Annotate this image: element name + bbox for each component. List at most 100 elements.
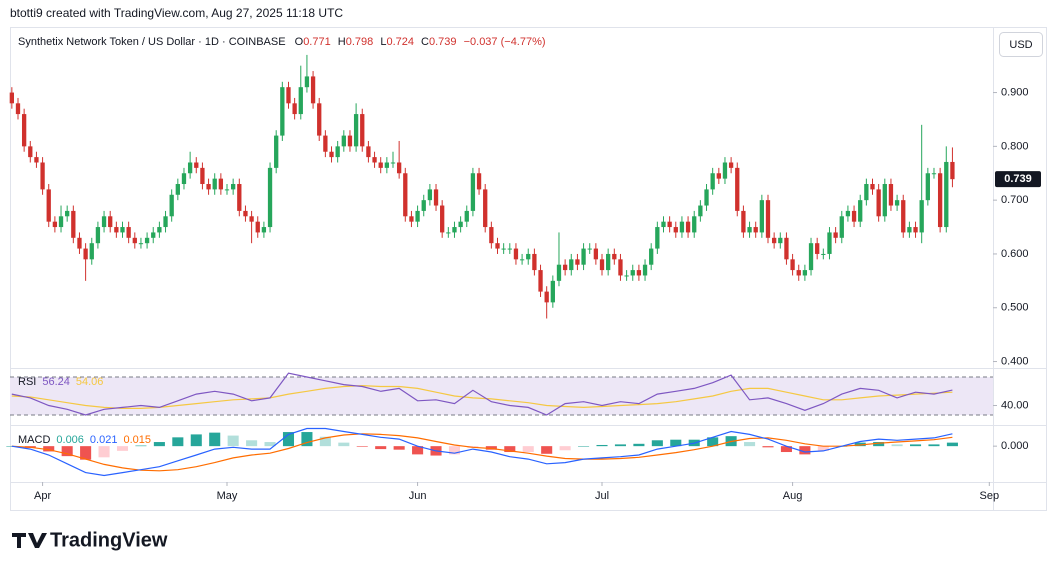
candle-body bbox=[347, 135, 353, 147]
candle-body bbox=[722, 162, 728, 179]
candle-body bbox=[870, 184, 875, 190]
candle-body bbox=[366, 146, 371, 158]
chart-frame bbox=[10, 27, 1047, 511]
y-tick-label: 40.00 bbox=[1001, 399, 1029, 411]
ohlc-value: 0.739 bbox=[429, 36, 457, 48]
candle-body bbox=[317, 103, 322, 136]
candle-body bbox=[544, 291, 549, 303]
logo-text: TradingView bbox=[50, 529, 168, 551]
macd-histogram-bar bbox=[780, 446, 792, 453]
macd-histogram-bar bbox=[817, 446, 829, 451]
macd-histogram-bar bbox=[319, 436, 331, 447]
candle-body bbox=[28, 146, 33, 158]
candle-body bbox=[655, 227, 660, 249]
candle-body bbox=[212, 178, 217, 190]
rsi-ma-line bbox=[11, 384, 953, 409]
macd-histogram-bar bbox=[393, 446, 405, 450]
candle-body bbox=[372, 157, 377, 163]
credit: btotti9 created with TradingView.com, Au… bbox=[10, 6, 343, 20]
candle-body bbox=[323, 135, 328, 152]
candle-body bbox=[249, 216, 254, 222]
macd-hist-value: 0.006 bbox=[56, 434, 84, 446]
candle-body bbox=[569, 259, 574, 271]
macd-histogram-bar bbox=[80, 446, 92, 460]
candle-body bbox=[624, 275, 629, 277]
macd-histogram-bar bbox=[559, 446, 571, 451]
footer-logo: TradingView bbox=[12, 529, 168, 551]
macd-histogram-bar bbox=[614, 444, 626, 447]
macd-histogram-bar bbox=[928, 444, 940, 447]
macd-histogram-bar bbox=[707, 437, 719, 447]
candle-body bbox=[267, 167, 273, 228]
candle-body bbox=[243, 210, 248, 217]
x-tick-label: Apr bbox=[34, 490, 51, 502]
ohlc-value: 0.771 bbox=[303, 36, 331, 48]
legend-header: Synthetix Network Token / US Dollar · 1D… bbox=[18, 36, 546, 48]
macd-histogram-bar bbox=[910, 444, 922, 447]
candle-body bbox=[470, 173, 476, 211]
candle-body bbox=[507, 248, 512, 250]
ohlc-value: 0.724 bbox=[386, 36, 414, 48]
candle-body bbox=[65, 210, 70, 217]
candle-body bbox=[71, 210, 76, 238]
candle-body bbox=[642, 264, 648, 276]
macd-histogram-bar bbox=[301, 432, 313, 447]
candle-body bbox=[40, 162, 45, 190]
macd-histogram-bar bbox=[633, 443, 645, 447]
candle-body bbox=[710, 173, 715, 190]
macd-histogram-bar bbox=[762, 446, 774, 448]
candle-body bbox=[864, 184, 869, 201]
candle-body bbox=[716, 173, 721, 179]
candle-body bbox=[415, 210, 420, 222]
candle-body bbox=[292, 103, 297, 115]
candle-body bbox=[501, 248, 506, 250]
macd-histogram-bar bbox=[209, 432, 221, 447]
macd-histogram-bar bbox=[854, 442, 866, 447]
macd-histogram-bar bbox=[412, 446, 424, 455]
candle-body bbox=[34, 157, 39, 163]
candle-body bbox=[261, 227, 267, 233]
candle-body bbox=[255, 221, 260, 233]
candle-body bbox=[114, 227, 119, 233]
y-tick-label: 0.700 bbox=[1001, 194, 1029, 206]
candle-body bbox=[274, 135, 279, 168]
candle-body bbox=[538, 270, 543, 292]
candle-body bbox=[759, 200, 765, 233]
y-tick-label: 0.500 bbox=[1001, 302, 1029, 314]
candle-body bbox=[851, 210, 857, 222]
logo-icon bbox=[12, 533, 47, 548]
candle-body bbox=[187, 162, 193, 174]
candle-body bbox=[894, 200, 900, 206]
ohlc-label: O bbox=[295, 36, 304, 48]
macd-histogram-bar bbox=[227, 435, 239, 447]
macd-histogram-bar bbox=[338, 442, 350, 447]
x-tick-label: Jul bbox=[595, 490, 609, 502]
ohlc-label: H bbox=[338, 36, 346, 48]
candle-body bbox=[937, 173, 943, 228]
candle-body bbox=[599, 259, 605, 271]
macd-histogram-bar bbox=[246, 440, 258, 447]
candle-body bbox=[89, 243, 94, 260]
candle-body bbox=[304, 76, 310, 88]
candle-body bbox=[440, 205, 445, 233]
candle-body bbox=[335, 146, 340, 158]
candle-body bbox=[630, 270, 635, 276]
macd-histogram-bar bbox=[98, 446, 110, 458]
candle-body bbox=[21, 114, 27, 147]
candle-body bbox=[384, 162, 389, 168]
candle-body bbox=[157, 227, 162, 233]
candle-body bbox=[101, 216, 107, 228]
rsi-label: RSI bbox=[18, 376, 36, 388]
candle-body bbox=[421, 200, 426, 211]
candle-body bbox=[206, 184, 211, 190]
macd-histogram-bar bbox=[43, 446, 55, 452]
candle-body bbox=[704, 189, 709, 206]
candle-body bbox=[329, 151, 334, 158]
macd-signal-line bbox=[11, 433, 953, 472]
currency[interactable]: USD bbox=[1009, 39, 1032, 51]
currency-button[interactable] bbox=[999, 32, 1043, 57]
macd-signal-value: 0.015 bbox=[123, 434, 151, 446]
x-tick-label: Aug bbox=[783, 490, 803, 502]
candle-body bbox=[46, 189, 51, 222]
